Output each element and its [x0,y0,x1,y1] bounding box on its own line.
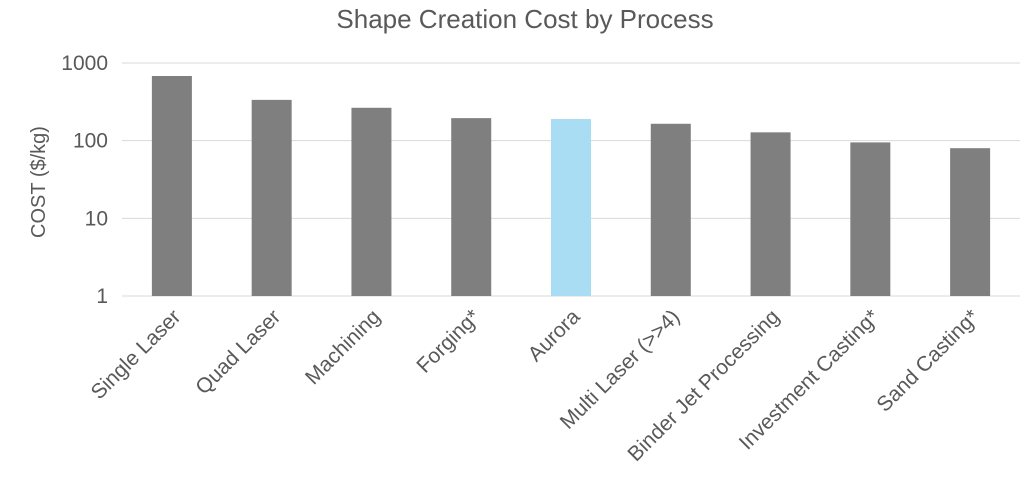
y-tick-label: 10 [85,207,108,230]
x-tick-label: Aurora [524,305,585,366]
x-tick-label: Sand Casting* [872,305,983,416]
x-tick-label: Machining [301,305,385,389]
bar-single-laser [151,76,192,296]
y-tick-label: 1 [96,285,108,308]
bar-sand-casting [950,148,991,296]
x-tick-labels: Single Laser Quad Laser Machining Forging* A… [87,305,984,466]
x-tick-label: Quad Laser [191,305,285,399]
bars [151,76,991,296]
bar-quad-laser [251,99,292,296]
y-axis-label: COST ($/kg) [28,126,50,238]
bar-machining [351,107,392,296]
bar-binder-jet-processing [750,132,791,296]
bar-aurora [551,119,591,296]
y-tick-label: 100 [73,130,108,153]
x-tick-label: Forging* [412,305,484,377]
bar-forging [451,118,492,296]
bar-multi-laser-4 [650,123,691,296]
bar-investment-casting [850,142,891,296]
y-tick-labels: 1 10 100 1000 [61,52,108,308]
chart-title: Shape Creation Cost by Process [336,4,714,34]
x-tick-label: Single Laser [87,305,186,404]
y-tick-label: 1000 [61,52,108,75]
